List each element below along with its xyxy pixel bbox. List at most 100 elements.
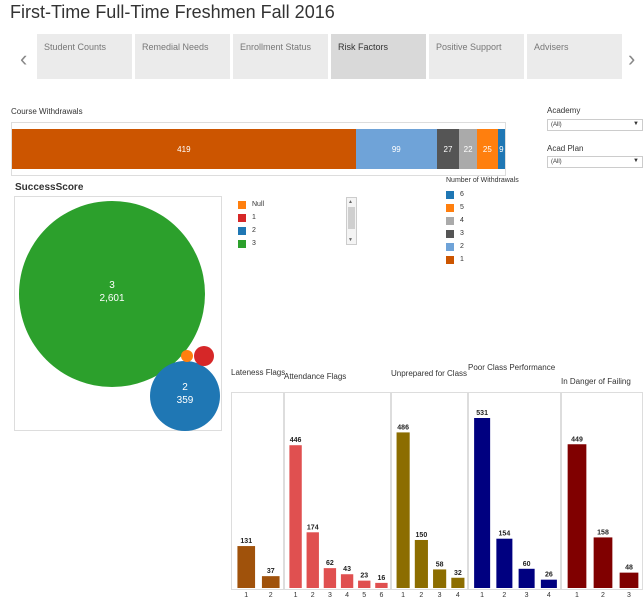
x-tick-label: 1: [401, 592, 405, 599]
x-tick-label: 1: [575, 592, 579, 599]
legend-item[interactable]: 5: [446, 201, 519, 214]
bubble-3[interactable]: [19, 201, 205, 387]
x-tick-label: 4: [345, 592, 349, 599]
withdrawal-segment-4[interactable]: 22: [459, 129, 478, 169]
legend-item[interactable]: 2: [238, 224, 264, 237]
bar[interactable]: [593, 537, 613, 588]
legend-scrollbar[interactable]: ▲ ▼: [346, 197, 357, 245]
bar[interactable]: [261, 576, 280, 588]
legend-swatch: [446, 216, 454, 225]
legend-item[interactable]: 1: [238, 211, 264, 224]
withdrawals-legend: Number of Withdrawals 6 5 4 3 2 1: [446, 177, 519, 266]
legend-item[interactable]: 3: [238, 237, 264, 250]
bar[interactable]: [619, 572, 639, 588]
bar[interactable]: [323, 568, 337, 588]
bubble-label: 3: [109, 280, 115, 291]
bar[interactable]: [474, 418, 491, 588]
bar[interactable]: [567, 444, 587, 588]
legend-label: 4: [460, 217, 464, 224]
bar[interactable]: [358, 580, 371, 588]
bar[interactable]: [414, 539, 428, 588]
bar-value-label: 58: [436, 561, 444, 568]
chart-panel: 531 1 154 2 60 3 26 4: [468, 392, 561, 599]
bubble-null[interactable]: [181, 350, 193, 362]
tab-remedial-needs[interactable]: Remedial Needs: [135, 34, 230, 79]
acad-plan-filter-select[interactable]: (All) ▼: [547, 156, 643, 168]
bar[interactable]: [433, 569, 447, 588]
withdrawal-segment-value: 99: [391, 144, 401, 154]
bar[interactable]: [306, 532, 319, 588]
x-tick-label: 3: [627, 592, 631, 599]
chart-title: Unprepared for Class: [391, 369, 468, 378]
withdrawal-segment-6[interactable]: 9: [497, 129, 505, 169]
legend-item[interactable]: Null: [238, 198, 264, 211]
legend-swatch: [446, 229, 454, 238]
x-tick-label: 2: [311, 592, 315, 599]
bar[interactable]: [375, 582, 388, 588]
success-score-legend: Null 1 2 3: [238, 198, 264, 250]
tab-enrollment-status[interactable]: Enrollment Status: [233, 34, 328, 79]
legend-item[interactable]: 6: [446, 188, 519, 201]
bubble-2[interactable]: [150, 361, 220, 431]
bar[interactable]: [518, 568, 535, 588]
chart-title: Attendance Flags: [284, 372, 347, 381]
legend-item[interactable]: 2: [446, 240, 519, 253]
tab-student-counts[interactable]: Student Counts: [37, 34, 132, 79]
bar-value-label: 449: [571, 436, 583, 443]
scroll-up-icon[interactable]: ▲: [348, 199, 353, 205]
scrollbar-thumb[interactable]: [348, 207, 355, 229]
bar-value-label: 154: [499, 531, 511, 538]
tab-positive-support[interactable]: Positive Support: [429, 34, 524, 79]
withdrawal-segment-3[interactable]: 27: [436, 129, 460, 169]
tab-advisers[interactable]: Advisers: [527, 34, 622, 79]
chart-title: Poor Class Performance: [468, 363, 556, 372]
withdrawal-segment-5[interactable]: 25: [477, 129, 498, 169]
withdrawal-segment-value: 25: [482, 144, 492, 154]
x-tick-label: 4: [456, 592, 460, 599]
bar-value-label: 37: [267, 568, 275, 575]
bar-value-label: 26: [545, 572, 553, 579]
bar[interactable]: [289, 445, 302, 588]
page-title: First-Time Full-Time Freshmen Fall 2016: [10, 2, 335, 22]
bar[interactable]: [396, 432, 410, 588]
chevron-right-icon[interactable]: ›: [628, 46, 636, 71]
legend-item[interactable]: 3: [446, 227, 519, 240]
course-withdrawals-bar: 419 99 27 22 25 9: [11, 122, 506, 176]
bar[interactable]: [451, 577, 465, 588]
academy-filter-select[interactable]: (All) ▼: [547, 119, 643, 131]
bar[interactable]: [340, 574, 354, 588]
legend-label: 2: [252, 227, 256, 234]
legend-label: 5: [460, 204, 464, 211]
x-tick-label: 1: [480, 592, 484, 599]
bubble-label: 2: [182, 382, 188, 393]
scroll-down-icon[interactable]: ▼: [348, 237, 353, 243]
bar[interactable]: [237, 546, 256, 588]
legend-swatch: [446, 190, 454, 199]
bar[interactable]: [496, 538, 513, 588]
legend-item[interactable]: 4: [446, 214, 519, 227]
chevron-down-icon: ▼: [633, 158, 639, 164]
legend-item[interactable]: 1: [446, 253, 519, 266]
legend-swatch: [238, 213, 246, 222]
withdrawal-segment-1[interactable]: 419: [12, 129, 356, 169]
bar-value-label: 23: [360, 573, 368, 580]
bar-value-label: 16: [378, 575, 386, 582]
tab-risk-factors[interactable]: Risk Factors: [331, 34, 426, 79]
chevron-left-icon[interactable]: ‹: [20, 46, 28, 71]
bar-value-label: 531: [476, 410, 488, 417]
chart-panel: 486 1 150 2 58 3 32 4: [391, 392, 468, 599]
course-withdrawals-title: Course Withdrawals: [11, 107, 83, 116]
legend-label: 1: [460, 256, 464, 263]
x-tick-label: 1: [244, 592, 248, 599]
chart-panel: 449 1 158 2 48 3: [561, 392, 643, 599]
bubble-1[interactable]: [194, 346, 214, 366]
legend-label: 1: [252, 214, 256, 221]
legend-label: Null: [252, 201, 265, 208]
bar-value-label: 150: [416, 532, 428, 539]
bar-chart: 131 1 37 2: [237, 538, 280, 599]
bar-chart: 449 1 158 2 48 3: [567, 436, 639, 599]
bar[interactable]: [540, 579, 557, 588]
withdrawal-segment-2[interactable]: 99: [355, 129, 437, 169]
withdrawals-legend-title: Number of Withdrawals: [446, 177, 519, 184]
withdrawal-segment-value: 419: [177, 144, 191, 154]
